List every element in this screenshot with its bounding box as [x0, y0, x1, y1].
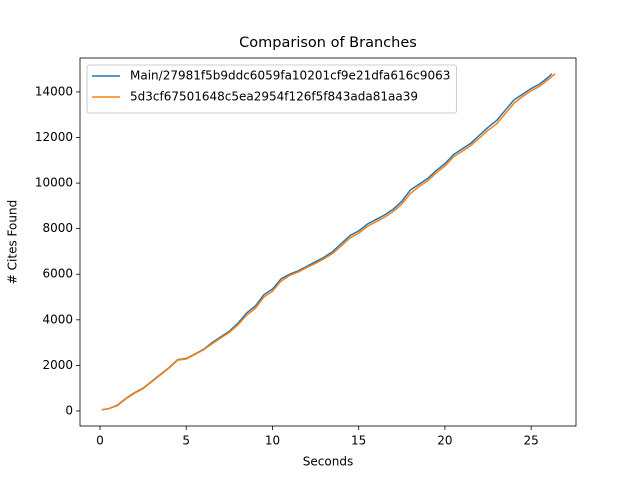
- legend-box: [86, 64, 457, 114]
- x-tick-label: 20: [437, 434, 452, 448]
- chart-title: Comparison of Branches: [239, 35, 417, 51]
- x-tick-label: 5: [182, 434, 190, 448]
- x-axis-label: Seconds: [303, 455, 353, 469]
- y-tick-label: 4000: [42, 312, 73, 326]
- y-tick-label: 6000: [42, 267, 73, 281]
- legend: Main/27981f5b9ddc6059fa10201cf9e21dfa616…: [86, 64, 457, 114]
- y-axis-label: # Cites Found: [6, 200, 20, 284]
- x-tick-label: 15: [351, 434, 366, 448]
- x-tick-label: 10: [265, 434, 280, 448]
- y-tick-label: 8000: [42, 221, 73, 235]
- y-tick-label: 14000: [35, 84, 73, 98]
- legend-label: Main/27981f5b9ddc6059fa10201cf9e21dfa616…: [130, 69, 450, 83]
- plot-frame: [79, 57, 577, 427]
- x-tick-label: 25: [524, 434, 539, 448]
- series-line: [101, 73, 556, 411]
- x-tick-label: 0: [96, 434, 104, 448]
- y-tick-label: 2000: [42, 358, 73, 372]
- y-tick-label: 12000: [35, 130, 73, 144]
- y-tick-label: 10000: [35, 176, 73, 190]
- legend-label: 5d3cf67501648c5ea2954f126f5f843ada81aa39: [130, 90, 418, 104]
- y-tick-label: 0: [65, 403, 73, 417]
